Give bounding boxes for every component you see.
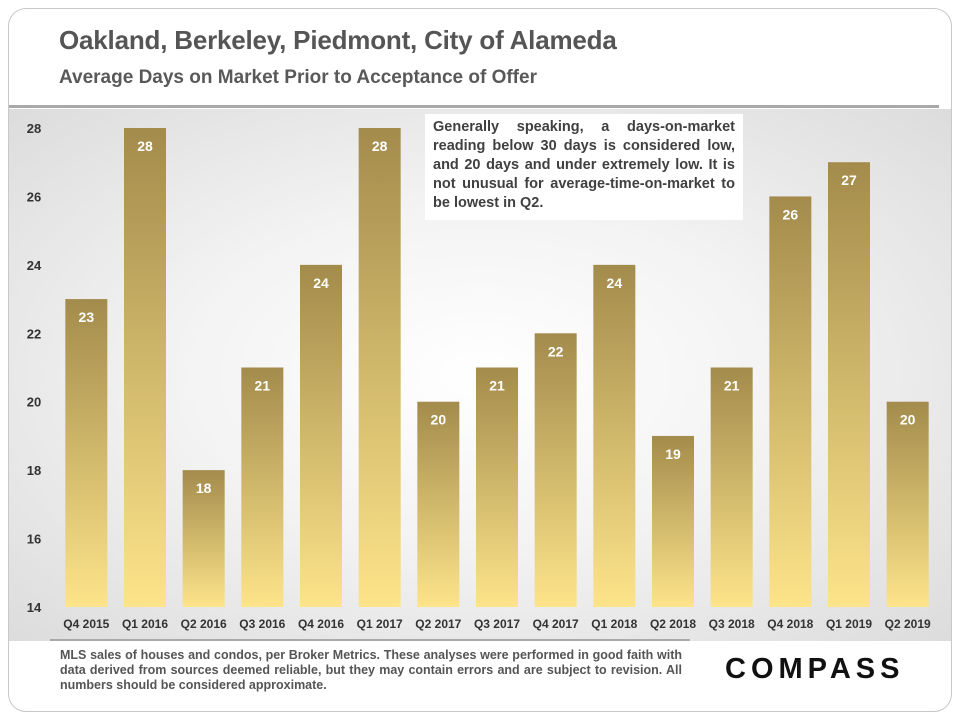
page-subtitle: Average Days on Market Prior to Acceptan…	[59, 67, 537, 88]
bar-value-label: 24	[313, 275, 329, 291]
y-tick-label: 14	[27, 600, 42, 615]
bar-q4-2015	[65, 299, 108, 607]
x-tick-label: Q2 2019	[885, 617, 931, 631]
x-tick-label: Q1 2018	[591, 617, 637, 631]
source-footnote: MLS sales of houses and condos, per Brok…	[60, 648, 682, 692]
bar-value-label: 21	[724, 378, 740, 394]
bar-value-label: 20	[900, 412, 916, 428]
bar-value-label: 24	[607, 275, 623, 291]
x-axis: Q4 2015 Q1 2016 Q2 2016 Q3 2016 Q4 2016 Q1 20…	[63, 617, 931, 631]
bar-q1-2016	[124, 128, 166, 607]
x-tick-label: Q1 2017	[357, 617, 403, 631]
bar-value-label: 21	[255, 378, 271, 394]
bar-value-label: 22	[548, 343, 564, 359]
x-tick-label: Q1 2016	[122, 617, 168, 631]
x-tick-label: Q4 2016	[298, 617, 344, 631]
bar-q4-2016	[300, 264, 342, 607]
bar-q1-2018	[593, 264, 636, 607]
x-tick-label: Q3 2018	[709, 617, 755, 631]
bar-value-label: 19	[665, 446, 681, 462]
y-tick-label: 20	[27, 395, 41, 410]
bar-value-label: 26	[783, 206, 799, 222]
y-tick-label: 16	[27, 532, 41, 547]
y-axis: 14 16 18 20 22 24 26 28	[27, 121, 42, 615]
bar-value-label: 18	[196, 480, 212, 496]
y-tick-label: 18	[27, 463, 41, 478]
y-tick-label: 22	[27, 326, 41, 341]
bar-q2-2018	[652, 435, 694, 607]
bar-value-label: 28	[137, 138, 153, 154]
bar-q4-2017	[534, 333, 577, 607]
bar-q1-2019	[828, 162, 870, 607]
bar-value-label: 20	[431, 412, 447, 428]
bar-q1-2017	[358, 128, 401, 607]
x-tick-label: Q2 2016	[181, 617, 227, 631]
bar-q3-2018	[710, 367, 753, 607]
x-tick-label: Q1 2019	[826, 617, 872, 631]
bar-q2-2019	[886, 401, 929, 607]
x-tick-label: Q4 2018	[767, 617, 813, 631]
y-tick-label: 26	[27, 189, 41, 204]
bar-value-label: 21	[489, 378, 505, 394]
bars-group: 23 28 18 21 24 28 20 21 22 24 19 21 26 27 20	[65, 128, 929, 607]
y-tick-label: 28	[27, 121, 41, 136]
bar-value-label: 28	[372, 138, 388, 154]
footer-divider	[50, 639, 690, 641]
compass-logo: COMPASS	[725, 653, 905, 685]
x-tick-label: Q3 2016	[239, 617, 285, 631]
x-tick-label: Q4 2017	[533, 617, 579, 631]
x-tick-label: Q4 2015	[63, 617, 109, 631]
bar-q4-2018	[769, 196, 812, 607]
bar-value-label: 27	[841, 172, 857, 188]
x-tick-label: Q3 2017	[474, 617, 520, 631]
bar-q3-2017	[476, 367, 518, 607]
x-tick-label: Q2 2018	[650, 617, 696, 631]
y-tick-label: 24	[27, 258, 42, 273]
bar-q2-2017	[417, 401, 460, 607]
bar-q3-2016	[241, 367, 284, 607]
bar-value-label: 23	[79, 309, 95, 325]
page-title: Oakland, Berkeley, Piedmont, City of Ala…	[59, 25, 617, 55]
annotation-box: Generally speaking, a days-on-market rea…	[425, 114, 743, 220]
title-divider	[9, 105, 939, 108]
x-tick-label: Q2 2017	[415, 617, 461, 631]
bar-q2-2016	[182, 470, 225, 607]
